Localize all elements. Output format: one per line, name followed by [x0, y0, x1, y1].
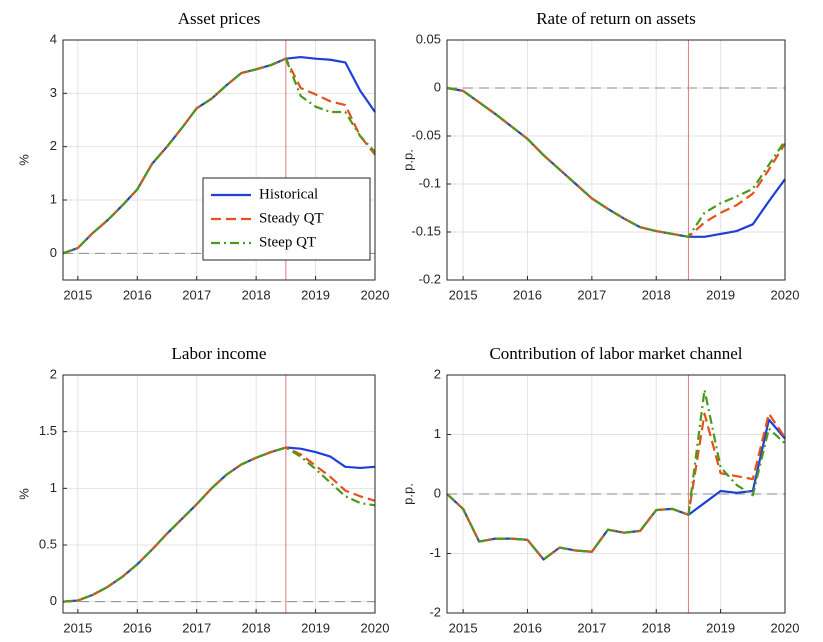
x-tick-label: 2016 [513, 287, 542, 302]
x-tick-label: 2017 [577, 287, 606, 302]
y-tick-label: 2 [50, 138, 57, 153]
y-tick-label: 0 [434, 485, 441, 500]
x-tick-label: 2019 [301, 287, 330, 302]
y-tick-label: 0.05 [416, 31, 441, 46]
x-tick-label: 2020 [361, 287, 390, 302]
axes-frame [446, 374, 786, 614]
axes-frame [62, 374, 376, 614]
series-line [446, 388, 786, 561]
y-tick-label: 2 [434, 366, 441, 381]
x-tick-label: 2017 [577, 620, 606, 635]
y-tick-label: 1 [50, 191, 57, 206]
y-tick-label: -0.1 [419, 175, 441, 190]
x-tick-label: 2018 [642, 620, 671, 635]
chart-title: Contribution of labor market channel [489, 344, 742, 363]
series-line [62, 446, 376, 603]
y-tick-label: 1 [434, 426, 441, 441]
x-tick-label: 2016 [123, 287, 152, 302]
series-line [62, 57, 376, 255]
legend-label: Historical [259, 186, 318, 202]
y-tick-label: 1 [50, 480, 57, 495]
x-tick-label: 2020 [771, 620, 800, 635]
legend-label: Steady QT [259, 210, 324, 226]
x-tick-label: 2019 [301, 620, 330, 635]
y-axis-label: p.p. [400, 149, 415, 171]
x-tick-label: 2018 [642, 287, 671, 302]
subplot: 2015 2016 2017 2018 2019 2020 0 1 2 3 4 Asset price… [16, 9, 389, 303]
x-tick-label: 2015 [63, 620, 92, 635]
y-tick-label: 0.5 [39, 536, 57, 551]
chart-title: Asset prices [178, 9, 261, 28]
x-tick-label: 2015 [449, 620, 478, 635]
y-tick-label: 2 [50, 366, 57, 381]
x-tick-label: 2019 [706, 287, 735, 302]
y-axis-label: % [16, 154, 31, 166]
y-tick-label: 0 [434, 79, 441, 94]
x-tick-label: 2017 [182, 620, 211, 635]
plot-area [63, 375, 375, 613]
y-axis-label: % [16, 488, 31, 500]
y-tick-label: 1.5 [39, 423, 57, 438]
y-tick-label: -0.2 [419, 271, 441, 286]
subplot: 2015 2016 2017 2018 2019 2020 -2 -1 0 1 2 Contribut… [400, 344, 799, 636]
y-tick-label: -2 [429, 604, 441, 619]
chart-title: Labor income [172, 344, 267, 363]
axes-frame [446, 39, 786, 281]
x-tick-label: 2018 [242, 287, 271, 302]
x-tick-label: 2017 [182, 287, 211, 302]
axes-frame [62, 39, 376, 281]
y-tick-label: -1 [429, 545, 441, 560]
chart-title: Rate of return on assets [536, 9, 696, 28]
legend-label: Steep QT [259, 234, 316, 250]
subplot: 2015 2016 2017 2018 2019 2020 -0.2 -0.15 -0.1 -0.… [400, 9, 799, 303]
y-tick-label: -0.05 [411, 127, 441, 142]
series-line [62, 446, 376, 603]
series-line [446, 86, 786, 238]
y-tick-label: 3 [50, 85, 57, 100]
subplot: 2015 2016 2017 2018 2019 2020 0 0.5 1 1.5 2 Labor i… [16, 344, 389, 636]
x-tick-label: 2019 [706, 620, 735, 635]
x-tick-label: 2016 [513, 620, 542, 635]
x-tick-label: 2020 [771, 287, 800, 302]
y-tick-label: 4 [50, 31, 57, 46]
x-tick-label: 2016 [123, 620, 152, 635]
y-tick-label: -0.15 [411, 223, 441, 238]
x-tick-label: 2015 [449, 287, 478, 302]
x-tick-label: 2015 [63, 287, 92, 302]
y-tick-label: 0 [50, 245, 57, 260]
legend: Historical Steady QT Steep QT [202, 177, 371, 261]
x-tick-label: 2020 [361, 620, 390, 635]
x-tick-label: 2018 [242, 620, 271, 635]
y-axis-label: p.p. [400, 483, 415, 505]
y-tick-label: 0 [50, 593, 57, 608]
plot-area [447, 40, 785, 280]
